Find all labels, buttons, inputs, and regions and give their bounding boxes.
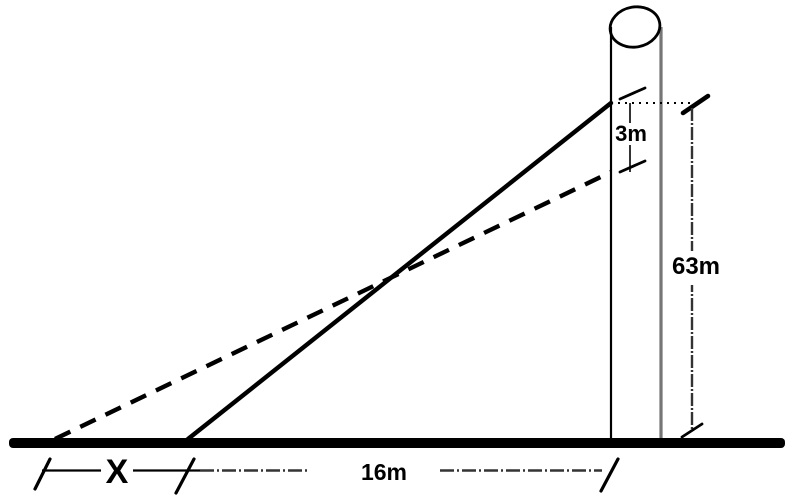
svg-text:3m: 3m [615, 121, 647, 146]
svg-text:16m: 16m [361, 459, 407, 485]
svg-text:X: X [106, 453, 129, 491]
svg-text:63m: 63m [672, 253, 720, 280]
